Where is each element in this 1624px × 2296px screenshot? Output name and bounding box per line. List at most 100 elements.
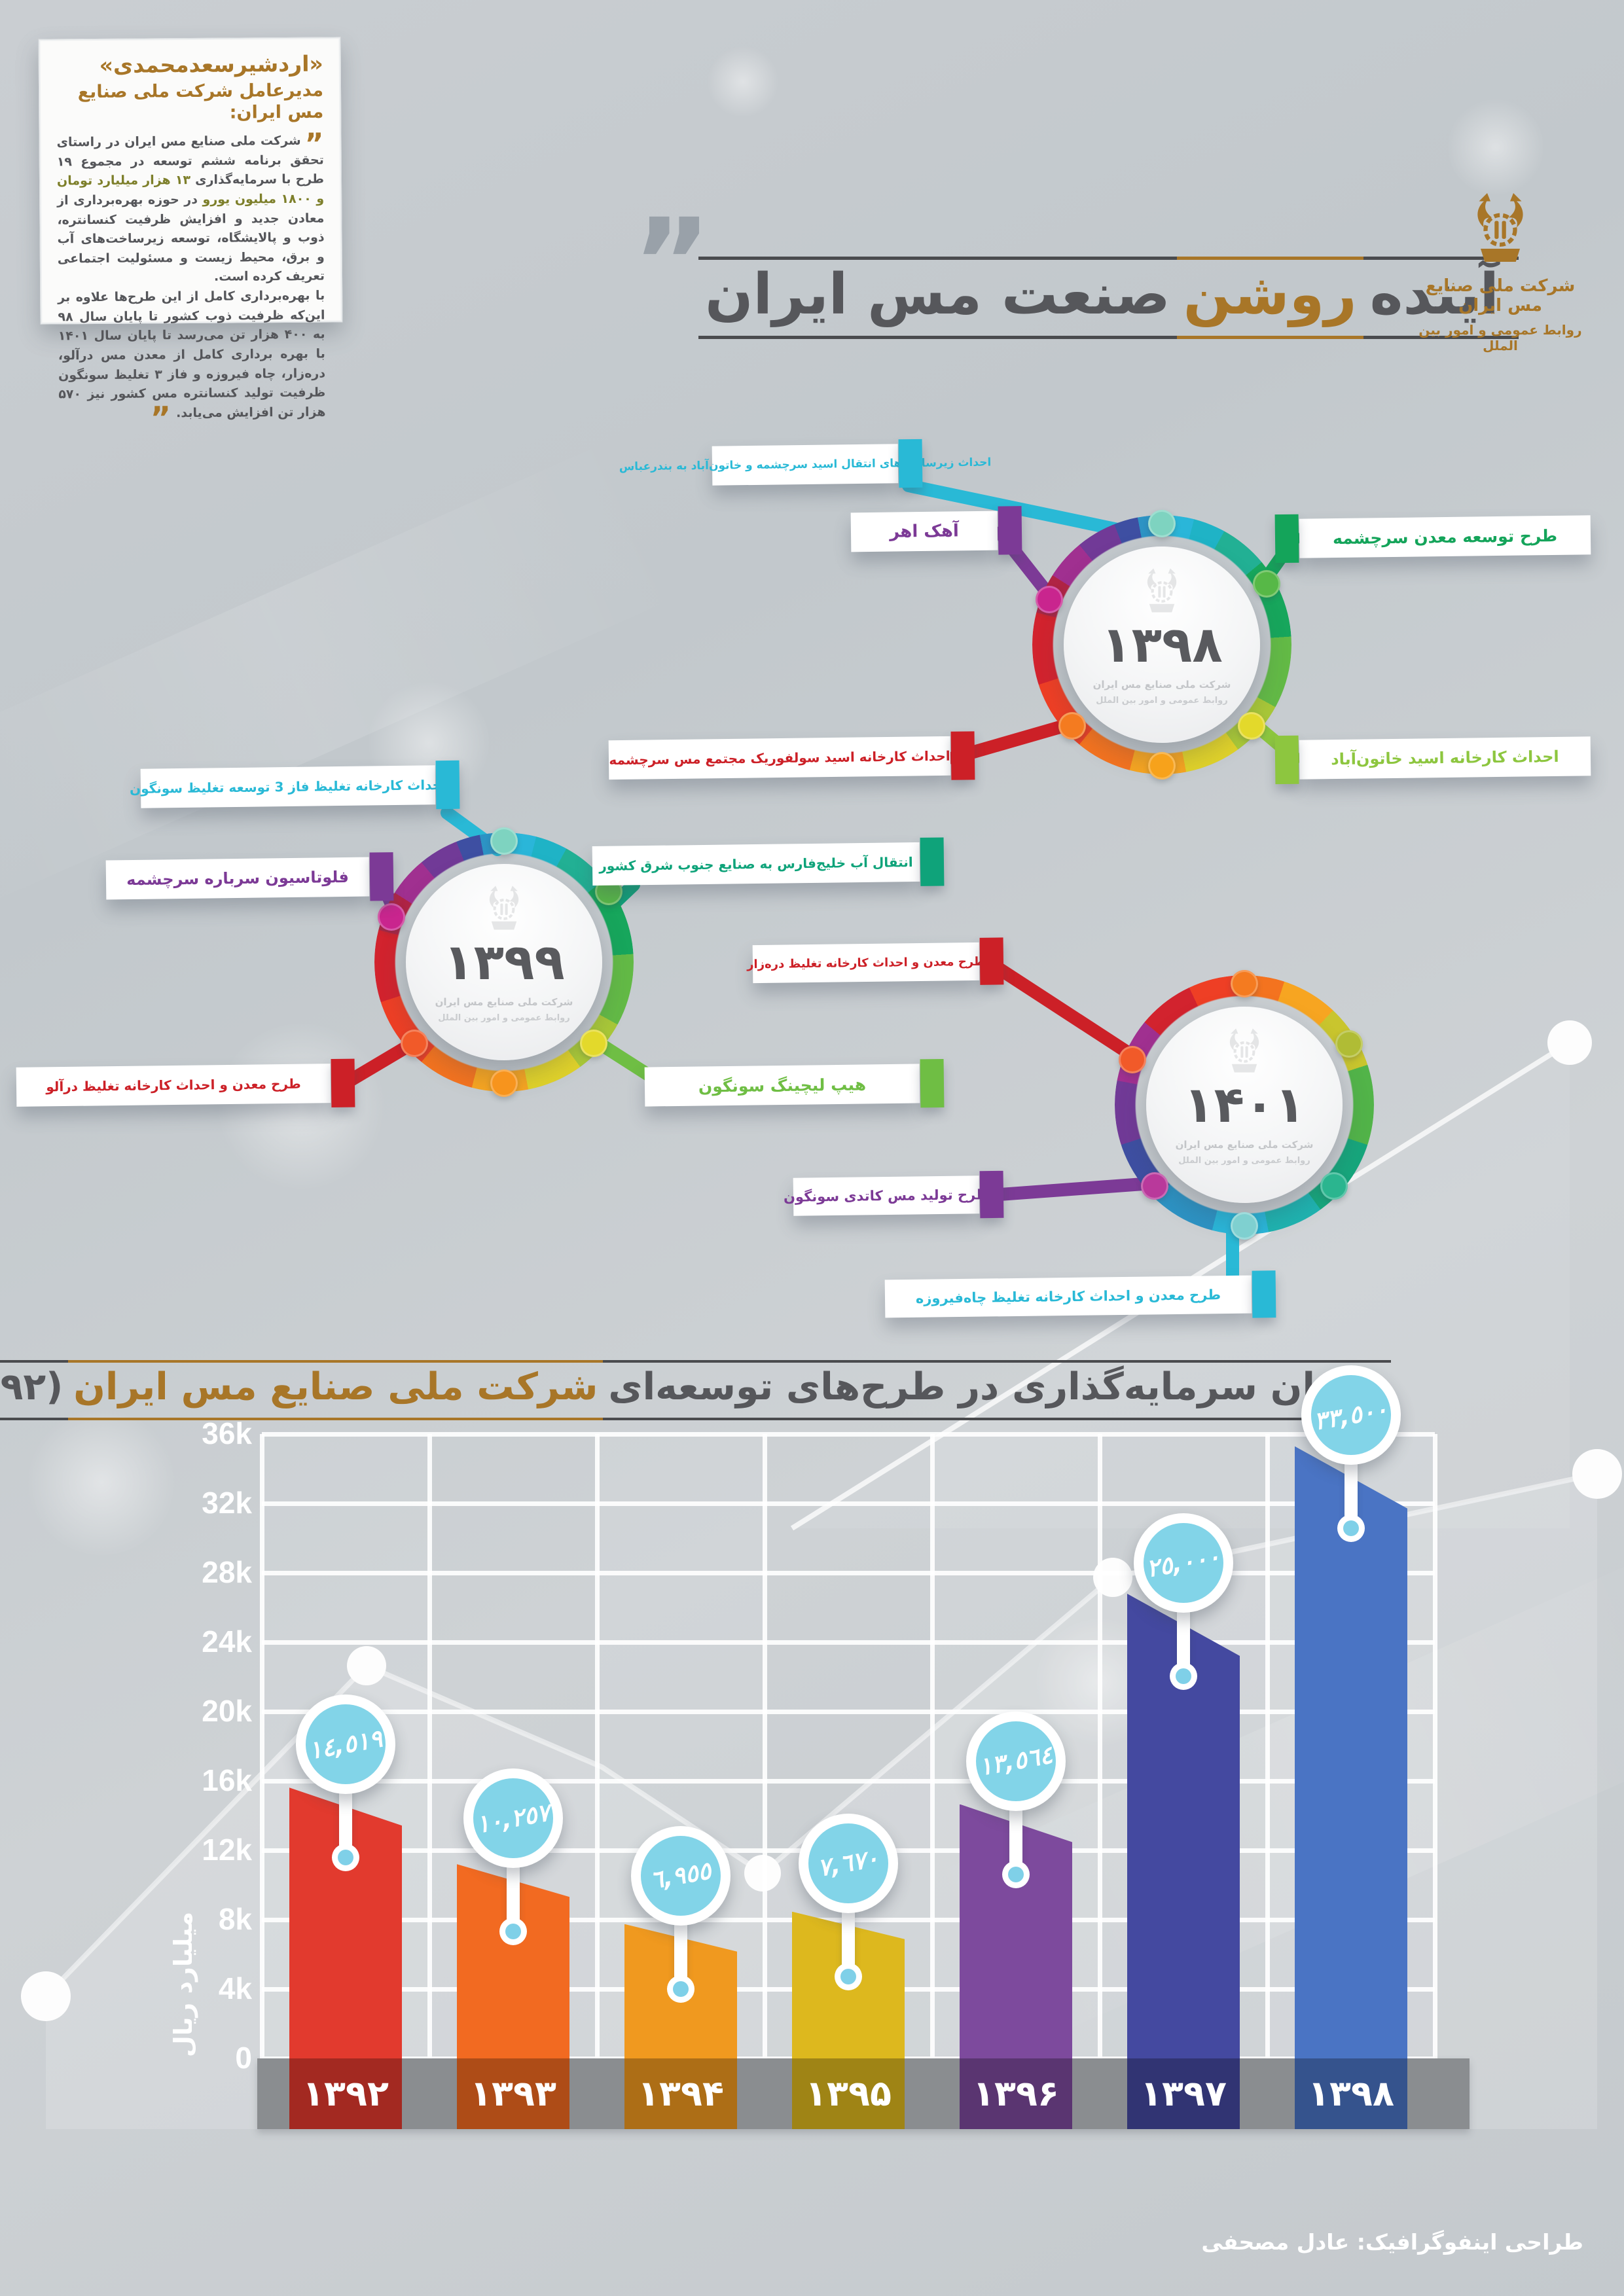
- label-tab: [369, 852, 394, 901]
- stem-dot: [1170, 1662, 1197, 1690]
- ring-node: [1238, 712, 1265, 740]
- category-label: ۱۳۹۴: [638, 2073, 724, 2114]
- label-tab: [998, 506, 1022, 555]
- label-tab: [950, 731, 975, 780]
- value-label: ٧,٦٧٠: [816, 1844, 881, 1883]
- stem-dot: [667, 1975, 695, 2003]
- ring-node: [401, 1030, 428, 1057]
- value-bubble: ١٤,٥١٩: [296, 1695, 395, 1795]
- y-tick-label: 36k: [202, 1416, 252, 1450]
- project-label: طرح تولید مس کاتدی سونگون: [784, 1170, 1004, 1219]
- footer-credit: طراحی اینفوگرافیک: عادل مصحفی: [1201, 2229, 1583, 2255]
- h-gridline: [262, 1501, 1435, 1506]
- ring-node: [490, 827, 518, 855]
- watermark-department: روابط عمومی و امور بین الملل: [1096, 695, 1228, 706]
- quote-text: شرکت ملی صنایع مس ایران در راستای تحقق ب…: [56, 132, 326, 424]
- title-part1: آینده: [1363, 257, 1506, 339]
- bar-band-shade: [289, 2058, 402, 2129]
- watermark-company-name: شرکت ملی صنایع مس ایران: [1092, 678, 1231, 691]
- ribbon-shape: [0, 437, 689, 912]
- project-label-text: طرح تولید مس کاتدی سونگون: [783, 1187, 990, 1205]
- value-label: ١٤,٥١٩: [306, 1724, 385, 1765]
- year-disc-۱۳۹۹: ۱۳۹۹ شرکت ملی صنایع مس ایران روابط عمومی و…: [406, 864, 602, 1060]
- watermark-company-name: شرکت ملی صنایع مس ایران: [1175, 1138, 1314, 1151]
- bar-۱۳۹۸: [1295, 1446, 1407, 2129]
- ceo-quote-card: «اردشیرسعدمحمدی» مدیرعامل شرکت ملی صنایع…: [38, 37, 343, 420]
- bokeh-circle: [216, 1021, 386, 1191]
- value-bubble: ٢٥,٠٠٠: [1134, 1513, 1233, 1613]
- v-gridline: [595, 1434, 600, 2058]
- ring-node: [1148, 510, 1176, 537]
- stem-dot: [499, 1918, 527, 1946]
- h-gridline: [262, 1571, 1435, 1575]
- ring-node: [1231, 970, 1258, 997]
- label-tab: [331, 1058, 355, 1108]
- project-label-text: فلوتاسیون سرباره سرچشمه: [126, 867, 349, 889]
- year-disc-۱۳۹۸: ۱۳۹۸ شرکت ملی صنایع مس ایران روابط عمومی و…: [1064, 547, 1260, 743]
- logo-department: روابط عمومی و امور بین الملل: [1418, 322, 1582, 353]
- ring-node: [378, 903, 405, 931]
- category-label: ۱۳۹۳: [470, 2073, 556, 2114]
- value-bubble: ٣٣,٥٠٠: [1301, 1365, 1401, 1465]
- y-tick-label: 28k: [202, 1555, 252, 1589]
- watermark-department: روابط عمومی و امور بین الملل: [438, 1013, 570, 1023]
- bar-band-shade: [624, 2058, 737, 2129]
- value-label: ١٠,٢٥٧: [474, 1798, 552, 1839]
- y-tick-label: 0: [235, 2041, 252, 2075]
- stem-dot-core: [1176, 1668, 1191, 1684]
- v-gridline: [427, 1434, 432, 2058]
- chart-title-highlight: شرکت ملی صنایع مس ایران: [68, 1360, 604, 1420]
- project-label-text: طرح معدن و احداث کارخانه تغلیظ دره‌زار: [746, 954, 986, 971]
- ring-node: [1148, 752, 1176, 780]
- project-label: آهک اهر: [850, 506, 1022, 555]
- stem-dot: [835, 1962, 862, 1990]
- stem-dot-core: [505, 1924, 521, 1940]
- company-logo: شرکت ملی صنایع مس ایران روابط عمومی و ام…: [1413, 190, 1588, 353]
- value-bubble-core: ١٤,٥١٩: [306, 1704, 386, 1785]
- copper-company-emblem-icon: [1477, 193, 1523, 262]
- stem-dot: [332, 1844, 359, 1872]
- project-label: احداث کارخانه تغلیظ فاز 3 توسعه تغلیظ سو…: [130, 760, 460, 810]
- category-label: ۱۳۹۸: [1308, 2073, 1394, 2114]
- diagram-year: ۱۳۹۸: [1101, 615, 1223, 673]
- value-label: ١٣,٥٦٤: [977, 1740, 1055, 1782]
- v-gridline: [1098, 1434, 1102, 2058]
- diagram-year: ۱۴۰۱: [1183, 1075, 1305, 1134]
- value-bubble: ١٠,٢٥٧: [463, 1768, 563, 1869]
- label-tab: [1274, 735, 1299, 785]
- value-label: ٦,٩٥٥: [648, 1856, 713, 1895]
- h-gridline: [262, 1640, 1435, 1645]
- closing-quote-icon: [150, 406, 176, 420]
- chart-title-years: (۱۳۹۸-۱۳۹۲): [0, 1360, 69, 1420]
- label-tab: [920, 837, 945, 886]
- bar-band-shade: [1295, 2058, 1407, 2129]
- bokeh-circle: [26, 1407, 177, 1558]
- value-bubble-core: ٦,٩٥٥: [641, 1835, 721, 1916]
- bokeh-circle: [707, 46, 779, 118]
- v-gridline: [930, 1434, 935, 2058]
- project-label-text: آهک اهر: [889, 521, 960, 542]
- category-label: ۱۳۹۵: [805, 2073, 892, 2114]
- label-tab: [435, 760, 460, 810]
- watermark-emblem-icon: [406, 884, 602, 941]
- label-tab: [920, 1058, 945, 1108]
- h-gridline: [262, 1710, 1435, 1714]
- h-gridline: [262, 1432, 1435, 1437]
- value-bubble: ٦,٩٥٥: [631, 1825, 731, 1926]
- project-label: هیپ لیچینگ سونگون: [644, 1058, 945, 1108]
- ceo-name: «اردشیرسعدمحمدی»: [99, 50, 323, 78]
- category-label: ۱۳۹۲: [302, 2073, 389, 2114]
- project-label-text: طرح معدن و احداث کارخانه تغلیظ چاه‌فیروز…: [915, 1287, 1221, 1306]
- ring-node: [1119, 1046, 1146, 1073]
- value-bubble: ٧,٦٧٠: [799, 1813, 898, 1913]
- ring-node: [1036, 586, 1063, 613]
- value-bubble-core: ١٣,٥٦٤: [976, 1721, 1056, 1801]
- stem-dot-core: [673, 1981, 689, 1997]
- ring-node: [580, 1030, 607, 1057]
- ring-node: [1058, 712, 1086, 740]
- project-label: احداث زیرساخت‌های انتقال اسید سرچشمه و خ…: [619, 439, 991, 488]
- ring-node: [1253, 570, 1280, 598]
- year-disc-۱۴۰۱: ۱۴۰۱ شرکت ملی صنایع مس ایران روابط عمومی و…: [1146, 1007, 1343, 1203]
- project-label-text: احداث کارخانه اسید خاتون‌آباد: [1331, 747, 1559, 769]
- value-bubble-core: ٢٥,٠٠٠: [1144, 1522, 1223, 1603]
